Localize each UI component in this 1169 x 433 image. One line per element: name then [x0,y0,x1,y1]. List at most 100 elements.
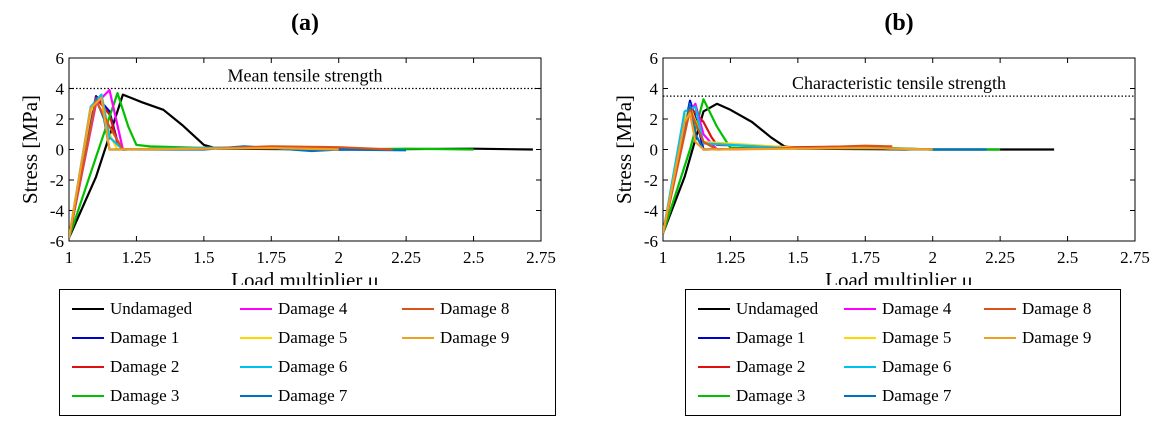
legend-swatch [844,395,876,397]
legend-label: Damage 8 [440,299,510,318]
legend-label: Damage 4 [278,299,348,318]
x-tick-label: 1.25 [122,248,152,267]
x-tick-label: 2 [928,248,937,267]
legend-swatch [402,337,434,339]
x-tick-label: 2.75 [526,248,556,267]
series-line-undamaged [663,102,1055,234]
legend-swatch [844,337,876,339]
legend-item-damage-7: Damage 7 [240,385,347,407]
series-group-b [663,98,1055,234]
legend-label: Damage 7 [278,386,348,405]
legend-label: Damage 9 [440,328,510,347]
chart-svg-b: (b) 1 1.25 1.5 1.75 2 2.25 2.5 2.75 -6 -4 -2 0 2 4 6 Loa… [612,10,1150,292]
legend-swatch [240,308,272,310]
legend-item-damage-1: Damage 1 [698,327,805,349]
legend-label: Damage 1 [736,328,806,347]
y-tick-label: -2 [50,171,64,190]
chart-panel-b: (b) 1 1.25 1.5 1.75 2 2.25 2.5 2.75 -6 -4 -2 0 2 4 6 Loa… [594,0,1169,433]
legend-label: Damage 3 [736,386,806,405]
series-line-damage-7 [663,102,987,234]
x-tick-label: 2 [334,248,343,267]
reference-line-label-a: Mean tensile strength [228,66,383,86]
series-line-damage-8 [663,108,893,234]
legend-item-damage-6: Damage 6 [844,356,951,378]
legend-label: Undamaged [110,299,193,318]
y-tick-label: -4 [50,202,65,221]
legend-item-damage-1: Damage 1 [72,327,179,349]
legend-swatch [844,366,876,368]
reference-line-label-b: Characteristic tensile strength [792,73,1006,93]
y-tick-label: 6 [650,49,659,68]
x-tick-label: 1.75 [850,248,880,267]
x-tick-label: 1.5 [193,248,214,267]
legend-item-damage-7: Damage 7 [844,385,951,407]
x-tick-label: 1.25 [716,248,746,267]
legend-swatch [72,395,104,397]
legend-swatch [72,337,104,339]
legend-item-damage-6: Damage 6 [240,356,347,378]
y-tick-label: 2 [650,110,659,129]
legend-swatch [240,395,272,397]
legend-label: Damage 6 [882,357,952,376]
legend-item-damage-9: Damage 9 [402,327,509,349]
legend-item-undamaged: Undamaged [72,298,192,320]
series-line-damage-9 [663,111,933,234]
panel-label-a: (a) [291,10,319,36]
series-line-damage-2 [69,96,393,239]
legend-label: Damage 8 [1022,299,1092,318]
x-tick-label: 2.25 [391,248,421,267]
legend-swatch [698,337,730,339]
legend-item-damage-5: Damage 5 [240,327,347,349]
y-tick-label: 4 [650,80,659,99]
legend-item-damage-2: Damage 2 [72,356,179,378]
legend-item-damage-2: Damage 2 [698,356,805,378]
legend-item-damage-9: Damage 9 [984,327,1091,349]
y-tick-label: -4 [644,202,659,221]
legend-swatch [698,395,730,397]
legend-item-undamaged: Undamaged [698,298,818,320]
legend-label: Damage 5 [278,328,348,347]
x-tick-label: 2.5 [463,248,484,267]
y-tick-label: 0 [56,141,65,160]
legend-label: Damage 2 [736,357,806,376]
x-tick-label: 1 [659,248,668,267]
legend-swatch [72,366,104,368]
y-tick-label: 2 [56,110,65,129]
y-tick-label: -6 [644,232,658,251]
legend-swatch [72,308,104,310]
legend-swatch [984,337,1016,339]
y-tick-label: 0 [650,141,659,160]
series-line-damage-5 [663,105,933,234]
legend-swatch [698,366,730,368]
y-axis-label-a: Stress [MPa] [18,95,42,204]
legend-item-damage-8: Damage 8 [402,298,509,320]
series-line-damage-3 [663,98,1001,234]
legend-item-damage-4: Damage 4 [844,298,951,320]
chart-panel-a: (a) 1 1.25 1.5 1.75 2 2.25 2.5 2.75 -6 -4 -2 0 2 4 6 Loa… [0,0,584,433]
x-tick-label: 2.75 [1120,248,1150,267]
legend-swatch [402,308,434,310]
legend-item-damage-5: Damage 5 [844,327,951,349]
x-tick-label: 2.25 [985,248,1015,267]
series-line-damage-7 [69,98,407,239]
legend-label: Damage 6 [278,357,348,376]
series-line-damage-3 [69,91,474,239]
legend-b: Undamaged Damage 1 Damage 2 Damage 3 Damage … [685,289,1121,416]
legend-swatch [844,308,876,310]
series-line-undamaged [69,93,533,239]
panel-label-b: (b) [884,10,913,36]
x-tick-label: 1 [65,248,74,267]
legend-swatch [240,337,272,339]
y-tick-label: -6 [50,232,64,251]
legend-label: Damage 5 [882,328,952,347]
legend-label: Damage 4 [882,299,952,318]
series-line-damage-9 [69,96,339,239]
legend-item-damage-4: Damage 4 [240,298,347,320]
x-tick-label: 1.5 [787,248,808,267]
legend-swatch [984,308,1016,310]
chart-svg-a: (a) 1 1.25 1.5 1.75 2 2.25 2.5 2.75 -6 -4 -2 0 2 4 6 Loa… [18,10,556,292]
legend-item-damage-3: Damage 3 [698,385,805,407]
series-line-damage-1 [69,94,393,239]
series-group-a [69,88,533,239]
legend-label: Damage 7 [882,386,952,405]
